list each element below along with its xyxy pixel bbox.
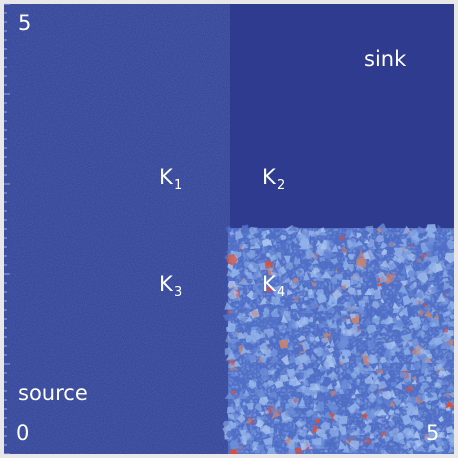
upper-right-block — [230, 4, 454, 230]
subdomain-label-k4: K 4 — [262, 272, 285, 300]
y-max-label: 5 — [18, 11, 31, 35]
x-max-label: 5 — [426, 421, 439, 445]
svg-text:2: 2 — [277, 178, 285, 193]
origin-label: 0 — [16, 421, 29, 445]
sink-label: sink — [364, 47, 407, 71]
svg-text:4: 4 — [277, 285, 285, 300]
svg-text:K: K — [159, 165, 174, 189]
svg-text:K: K — [159, 272, 174, 296]
svg-text:K: K — [262, 165, 277, 189]
source-label: source — [18, 381, 88, 405]
lower-right-mesh-block — [222, 223, 454, 454]
svg-text:K: K — [262, 272, 277, 296]
svg-text:1: 1 — [174, 178, 182, 193]
svg-text:3: 3 — [174, 285, 182, 300]
subdomain-label-k2: K 2 — [262, 165, 285, 193]
subdomain-label-k3: K 3 — [159, 272, 182, 300]
left-axis-ticks — [4, 3, 10, 455]
subdomain-label-k1: K 1 — [159, 165, 182, 193]
